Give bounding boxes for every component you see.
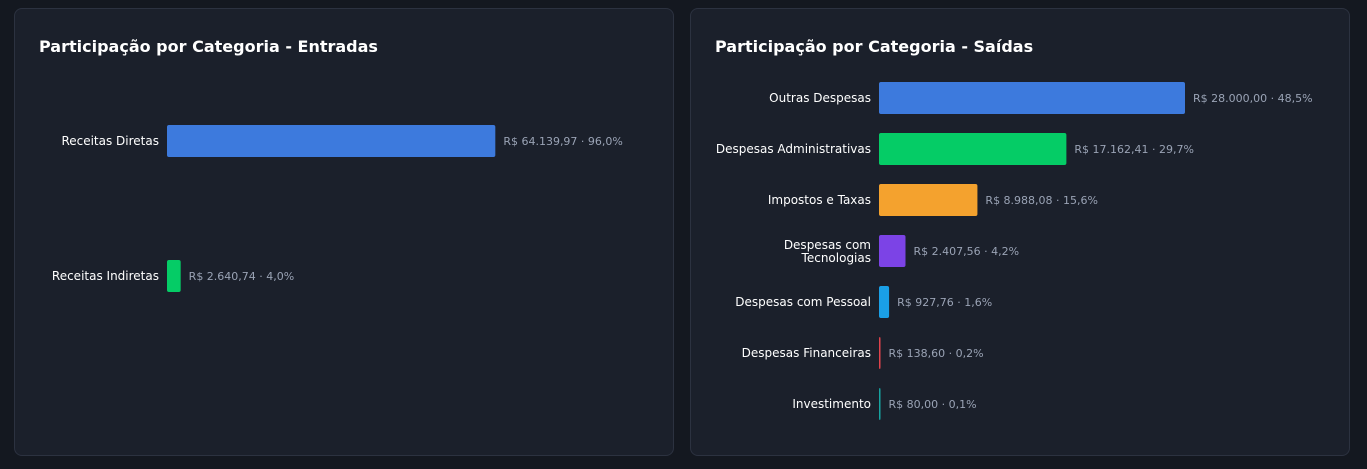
bar-5[interactable] bbox=[879, 337, 881, 369]
category-label: Despesas com Pessoal bbox=[735, 295, 871, 309]
bar-0[interactable] bbox=[167, 125, 496, 157]
value-label: R$ 2.640,74 · 4,0% bbox=[189, 270, 295, 283]
bar-2[interactable] bbox=[879, 184, 978, 216]
bar-4[interactable] bbox=[879, 286, 890, 318]
value-label: R$ 927,76 · 1,6% bbox=[897, 296, 992, 309]
category-label: Impostos e Taxas bbox=[768, 193, 871, 207]
value-label: R$ 64.139,97 · 96,0% bbox=[503, 135, 623, 148]
value-label: R$ 138,60 · 0,2% bbox=[889, 347, 984, 360]
category-label: Despesas Administrativas bbox=[716, 142, 871, 156]
chart-card-entradas: Participação por Categoria - Entradas Re… bbox=[14, 8, 674, 456]
bar-6[interactable] bbox=[879, 388, 881, 420]
category-label: Receitas Indiretas bbox=[52, 269, 159, 283]
value-label: R$ 17.162,41 · 29,7% bbox=[1074, 143, 1194, 156]
bar-3[interactable] bbox=[879, 235, 906, 267]
bar-0[interactable] bbox=[879, 82, 1185, 114]
chart-title: Participação por Categoria - Saídas bbox=[715, 37, 1034, 56]
category-label: Receitas Diretas bbox=[61, 134, 159, 148]
bar-1[interactable] bbox=[879, 133, 1067, 165]
value-label: R$ 80,00 · 0,1% bbox=[889, 398, 977, 411]
bar-chart-entradas: Receitas Diretas R$ 64.139,97 · 96,0% Rece… bbox=[52, 125, 623, 292]
category-label: Outras Despesas bbox=[769, 91, 871, 105]
bar-1[interactable] bbox=[167, 260, 181, 292]
category-label: Investimento bbox=[792, 397, 871, 411]
chart-title: Participação por Categoria - Entradas bbox=[39, 37, 378, 56]
value-label: R$ 28.000,00 · 48,5% bbox=[1193, 92, 1313, 105]
chart-card-saidas: Participação por Categoria - Saídas Outr… bbox=[690, 8, 1350, 456]
category-label: Despesas Financeiras bbox=[742, 346, 871, 360]
value-label: R$ 8.988,08 · 15,6% bbox=[985, 194, 1098, 207]
bar-chart-saidas: Outras Despesas R$ 28.000,00 · 48,5% Despe… bbox=[716, 82, 1313, 420]
value-label: R$ 2.407,56 · 4,2% bbox=[913, 245, 1019, 258]
category-label: Despesas com Tecnologias bbox=[784, 238, 871, 265]
